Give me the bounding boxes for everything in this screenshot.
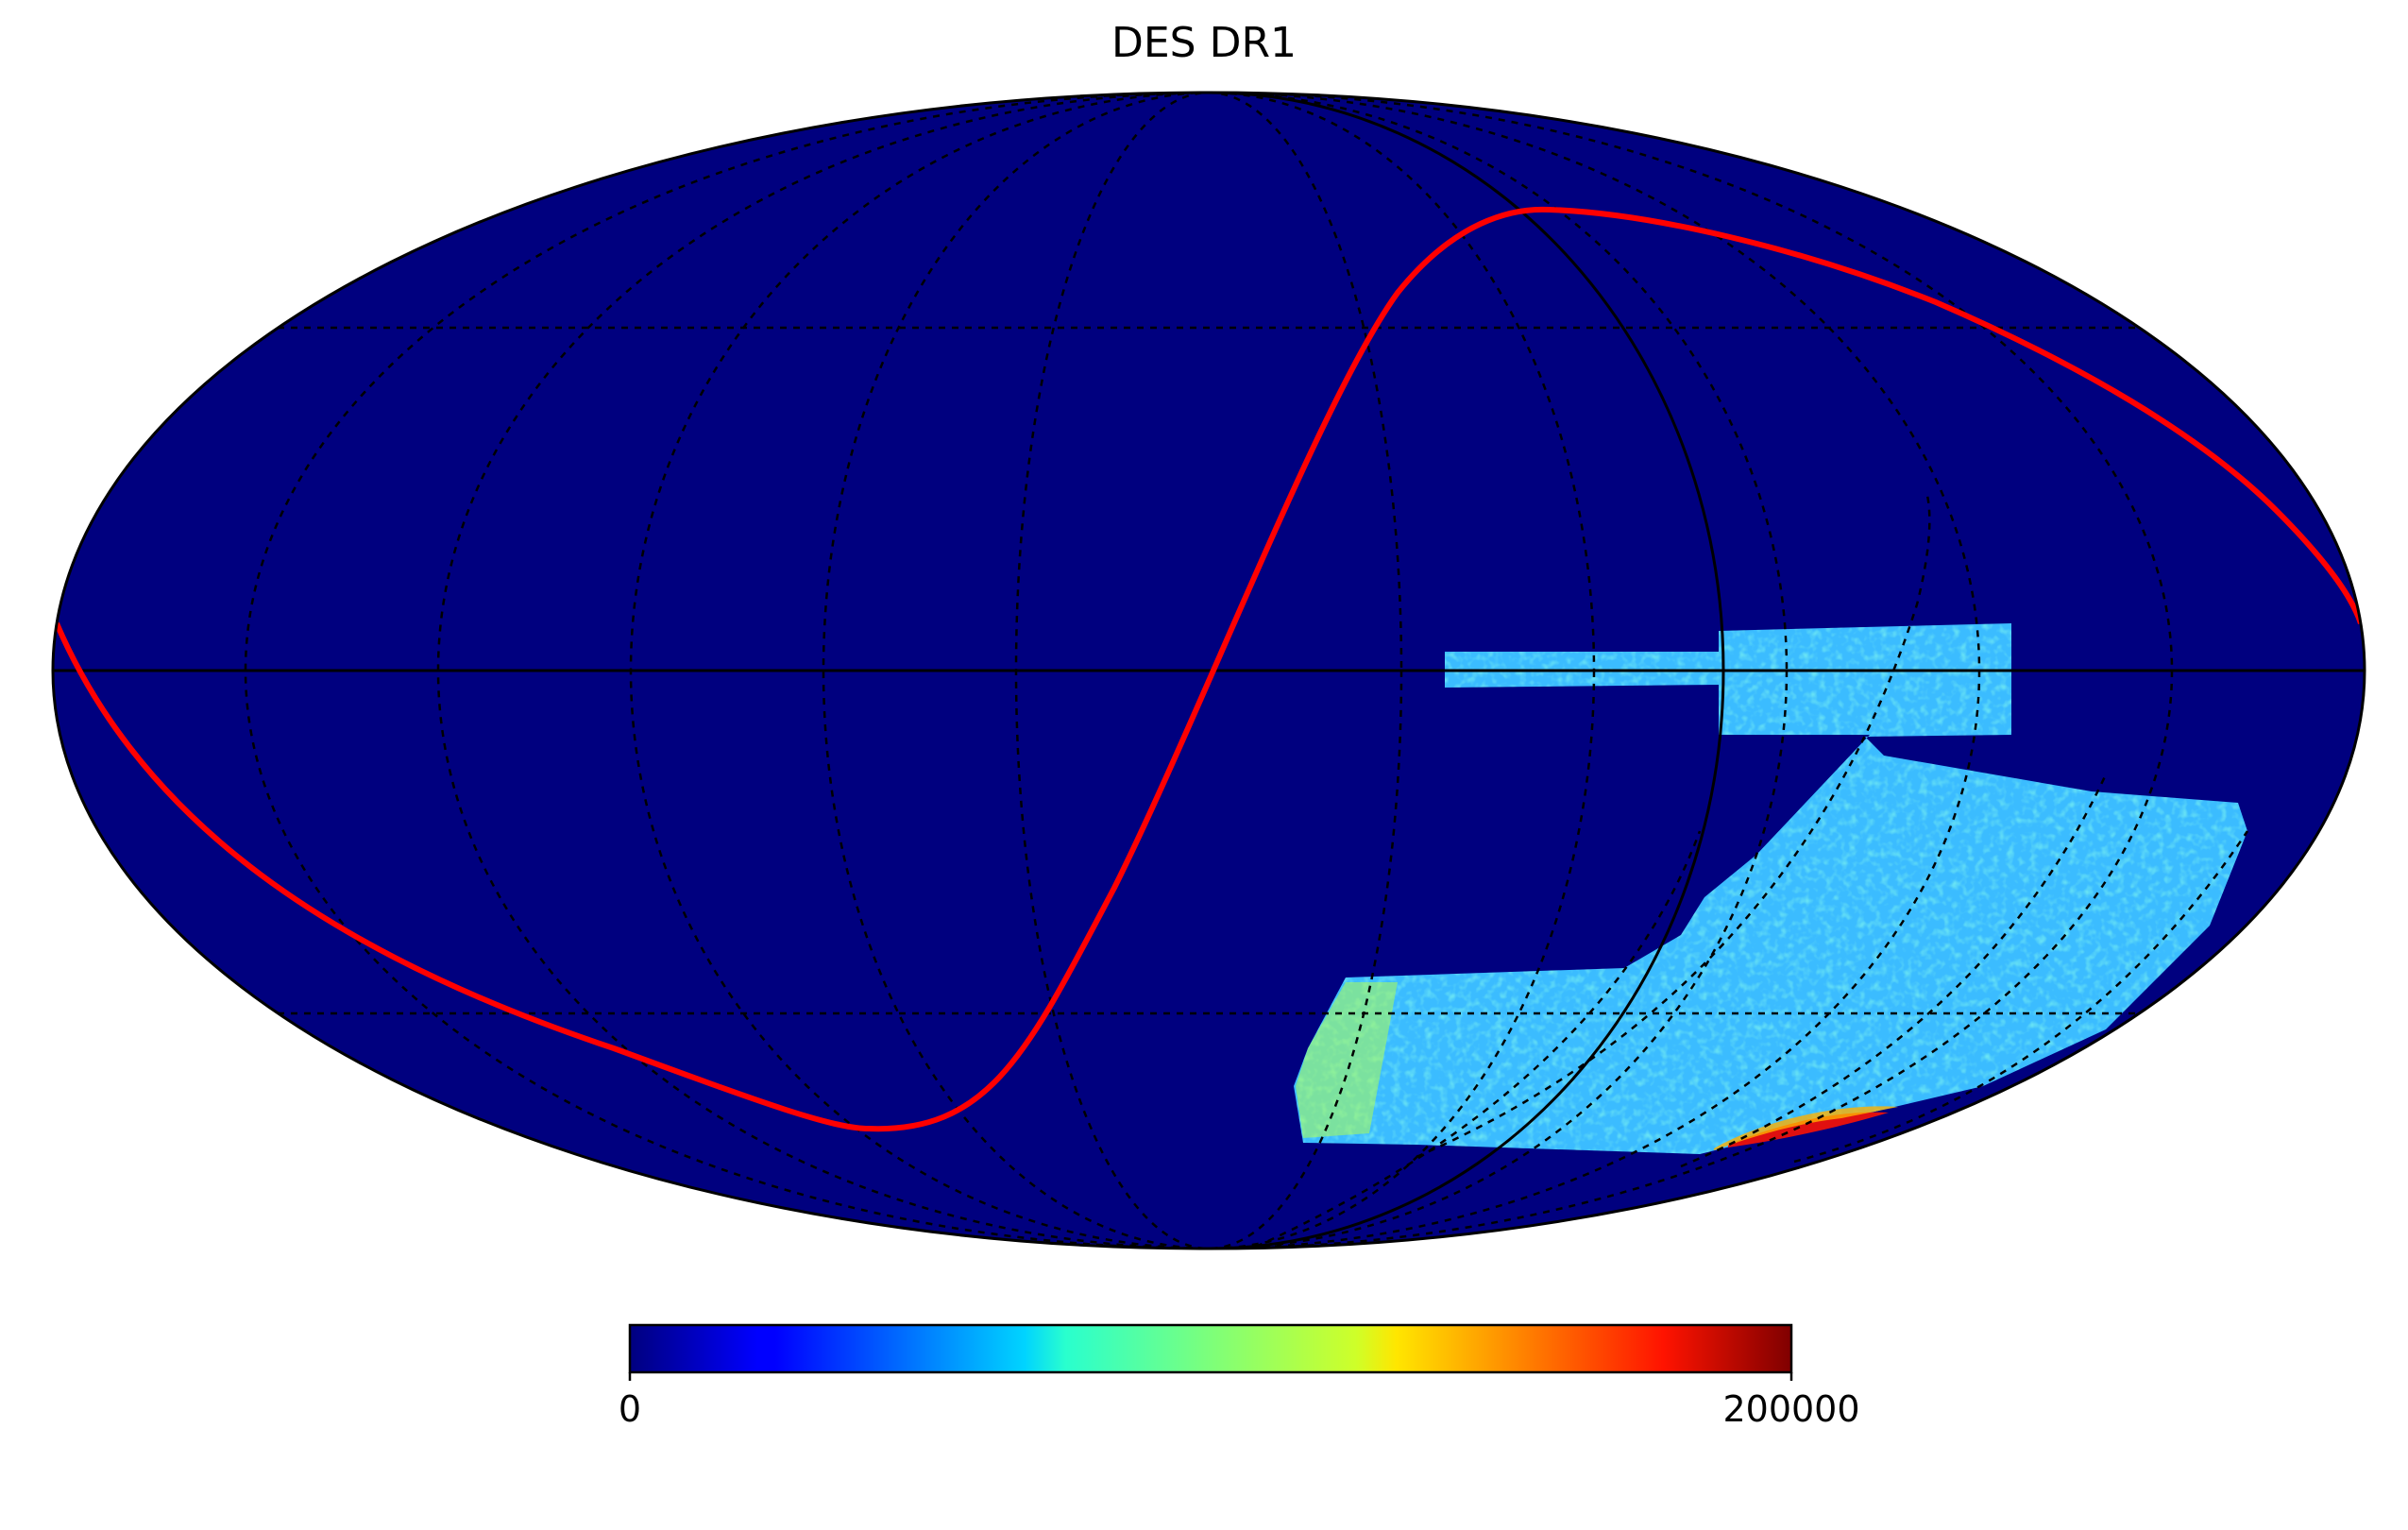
rotated-meridian-1	[1416, 490, 1931, 1159]
galactic-plane-line	[54, 206, 2364, 1132]
chart-title: DES DR1	[1111, 19, 1297, 67]
rotated-meridian-4	[1255, 830, 1702, 1249]
high-density-region	[1728, 1112, 1889, 1148]
rotated-meridian-3	[1793, 830, 2249, 1164]
map-outline	[51, 91, 2366, 1250]
high-density-halo	[1714, 1106, 1898, 1150]
reference-lines	[53, 93, 2365, 1249]
colorbar-min-label: 0	[618, 1388, 642, 1430]
colorbar	[628, 1323, 1793, 1374]
central-meridian-half-ellipse	[1208, 93, 1725, 1249]
survey-footprint-texture	[1294, 623, 2247, 1154]
footprint-edge-highlight	[1296, 982, 1398, 1138]
colorbar-max-label: 200000	[1722, 1388, 1860, 1430]
rotated-meridian-2	[1680, 774, 2108, 1168]
